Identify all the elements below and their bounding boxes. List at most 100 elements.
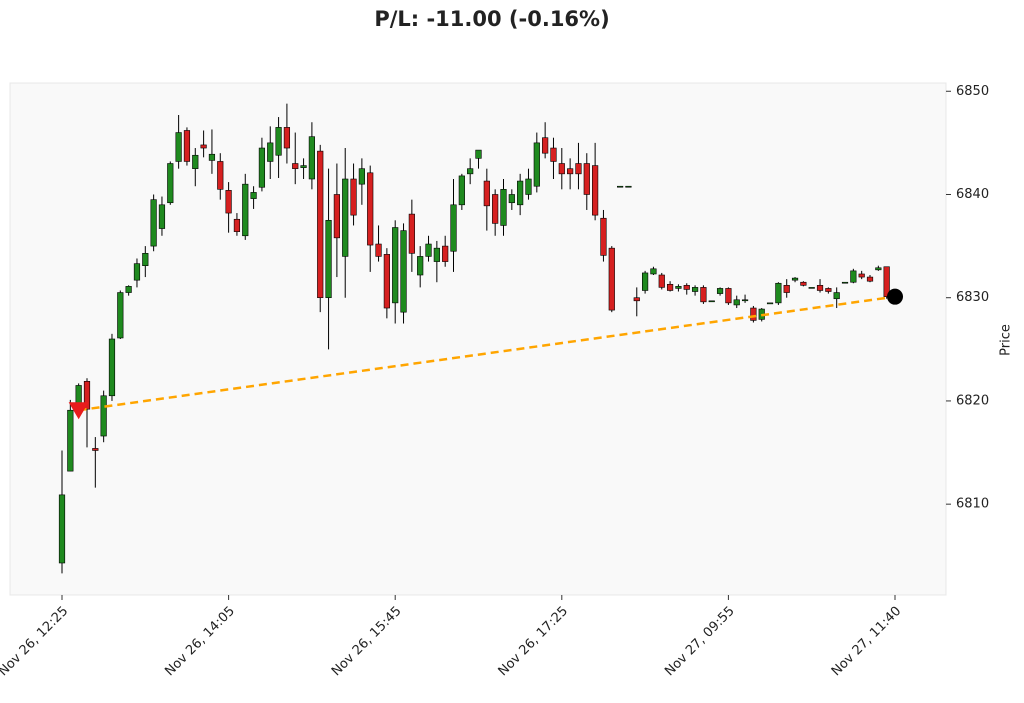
candle-body <box>716 288 724 294</box>
exit-marker <box>887 288 903 305</box>
candle-body <box>542 137 549 154</box>
candle-body <box>325 219 332 299</box>
candle-body <box>142 253 149 267</box>
candle-body <box>333 194 340 239</box>
candle-body <box>850 270 857 283</box>
entry-marker <box>68 402 89 420</box>
candle-body <box>625 185 632 188</box>
candle-body <box>641 272 649 291</box>
candle-body <box>217 161 224 190</box>
y-tick-label: 6810 <box>956 497 989 512</box>
candle-body <box>92 448 99 451</box>
candle-body <box>308 136 316 180</box>
candle-body <box>483 180 490 207</box>
candle-body <box>408 213 415 254</box>
y-tick-label: 6830 <box>956 290 989 305</box>
candle-body <box>258 147 266 188</box>
candle-body <box>550 147 557 162</box>
candle-body <box>517 180 524 206</box>
candle-body <box>567 168 574 175</box>
candle-body <box>592 165 599 216</box>
candle-body <box>691 287 699 292</box>
candle-body <box>500 189 507 226</box>
candle-body <box>133 263 141 281</box>
x-tick-label: Nov 26, 14:05 <box>162 604 238 680</box>
candle-body <box>800 281 807 286</box>
candle-body <box>250 192 257 199</box>
candle-body <box>725 288 732 304</box>
candle-body <box>225 190 232 214</box>
x-tick-label: Nov 26, 12:25 <box>0 604 71 680</box>
candle-body <box>83 381 91 410</box>
candle-body <box>367 172 374 246</box>
candle-body <box>733 299 740 306</box>
candle-body <box>158 204 166 229</box>
candle-body <box>458 175 465 206</box>
candle-body <box>600 217 607 256</box>
candle-body <box>58 494 66 564</box>
candle-body <box>858 273 865 278</box>
candle-body <box>816 285 824 291</box>
candle-body <box>658 274 665 288</box>
candle-body <box>783 285 790 293</box>
candle-body <box>433 247 440 262</box>
candle-body <box>167 163 174 204</box>
candle-body <box>375 243 382 257</box>
y-axis-label: Price <box>999 324 1014 356</box>
y-tick-label: 6850 <box>956 84 989 99</box>
candle-body <box>558 163 565 175</box>
x-tick-label: Nov 27, 11:40 <box>829 604 905 680</box>
candle-body <box>383 254 390 309</box>
chart-title: P/L: -11.00 (-0.16%) <box>374 7 609 31</box>
candle-body <box>825 288 832 292</box>
candle-body <box>575 163 582 175</box>
candle-body <box>467 168 474 175</box>
candle-body <box>525 178 532 195</box>
candle-body <box>283 127 291 149</box>
candle-body <box>450 204 457 252</box>
candle-body <box>117 292 124 339</box>
candle-body <box>708 300 715 303</box>
candle-body <box>425 243 432 257</box>
candle-body <box>267 142 274 162</box>
x-tick-label: Nov 26, 15:45 <box>329 604 405 680</box>
candle-body <box>108 338 116 397</box>
y-tick-label: 6840 <box>956 187 989 202</box>
candle-body <box>833 292 840 300</box>
candle-body <box>183 130 191 162</box>
candle-body <box>866 276 874 282</box>
candle-body <box>208 153 216 161</box>
candle-body <box>125 286 132 293</box>
candle-body <box>666 283 674 291</box>
candle-body <box>392 227 399 304</box>
candle-body <box>650 268 657 275</box>
candle-body <box>242 183 249 237</box>
candle-body <box>175 132 182 162</box>
candle-body <box>791 277 799 281</box>
candle-body <box>200 144 207 149</box>
candle-body <box>292 163 299 169</box>
candle-body <box>342 178 349 257</box>
candle-body <box>766 302 774 305</box>
candle-body <box>608 247 615 311</box>
candle-body <box>808 287 815 289</box>
candle-body <box>675 286 682 289</box>
candle-body <box>533 142 540 187</box>
candle-body <box>775 282 782 304</box>
candle-body <box>400 230 407 313</box>
candle-body <box>233 218 241 232</box>
candle-body <box>100 395 107 437</box>
candle-body <box>300 165 307 168</box>
candle-body <box>508 194 515 204</box>
x-tick-label: Nov 26, 17:25 <box>496 604 572 680</box>
candle-body <box>492 194 499 224</box>
candle-body <box>475 149 482 159</box>
candle-body <box>875 267 882 271</box>
candle-body <box>417 256 424 276</box>
candle-body <box>150 199 157 247</box>
candle-body <box>358 168 365 185</box>
x-tick-label: Nov 27, 09:55 <box>662 604 738 680</box>
candle-body <box>741 299 749 302</box>
candle-body <box>583 163 590 195</box>
